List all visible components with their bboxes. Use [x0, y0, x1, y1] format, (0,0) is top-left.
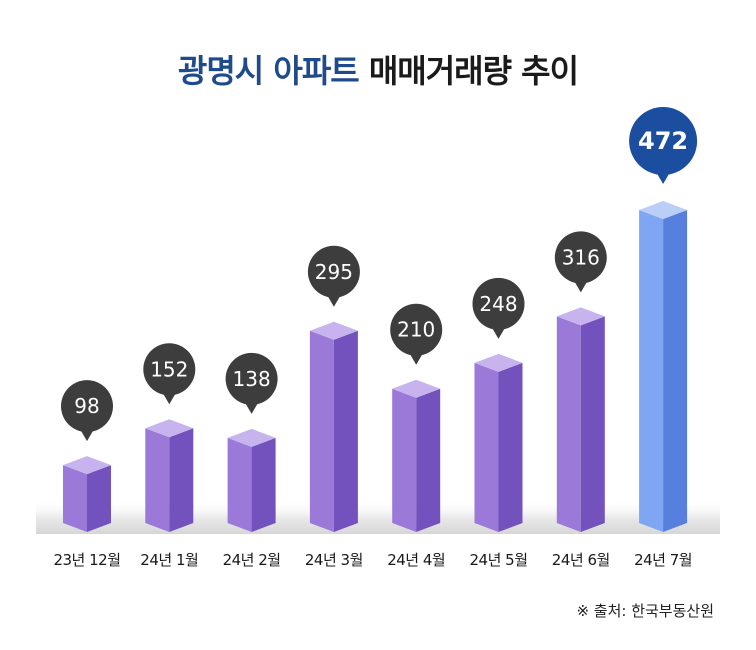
bar: [309, 321, 358, 532]
bar-front-face: [392, 388, 417, 532]
bar-front-face: [63, 465, 87, 532]
x-tick-label: 23년 12월: [53, 551, 120, 569]
bar-top-face: [145, 419, 194, 438]
data-label-bubble: 152: [143, 343, 196, 405]
bar-top-face: [556, 307, 605, 326]
data-label: 138: [233, 367, 271, 391]
bar-front-face: [309, 330, 334, 532]
data-label: 152: [150, 357, 188, 381]
labels-group: 98 23년 12월 152 24년 1월 138 24년 2월 295 24년 3월 210 2…: [53, 107, 698, 569]
title-accent: 광명시 아파트: [177, 52, 360, 90]
bar: [145, 419, 194, 532]
bar-side-face: [169, 428, 194, 532]
bar-top-face: [63, 456, 111, 475]
data-label-bubble: 472: [629, 107, 698, 184]
bar: [63, 456, 111, 532]
data-label-bubble: 210: [390, 303, 443, 365]
bar: [556, 307, 605, 532]
data-label-bubble: 138: [225, 352, 278, 414]
data-label: 295: [315, 260, 353, 284]
bar-side-face: [251, 437, 276, 532]
data-label: 210: [397, 318, 435, 342]
bar-top-face: [392, 379, 441, 398]
bar-front-face: [227, 437, 252, 532]
data-label: 472: [638, 127, 688, 155]
data-label-bubble: 248: [472, 277, 525, 339]
data-label-bubble: 98: [61, 380, 113, 442]
bar: [639, 201, 688, 532]
bar-side-face: [580, 316, 605, 532]
x-tick-label: 24년 5월: [470, 551, 528, 569]
bar-front-face: [145, 428, 170, 532]
x-tick-label: 24년 3월: [305, 551, 363, 569]
data-label: 248: [479, 292, 517, 316]
bar-top-face: [474, 353, 523, 372]
bar-side-face: [333, 330, 358, 532]
title-main: 매매거래량 추이: [368, 52, 579, 90]
bar-side-face: [498, 362, 523, 532]
source-note: ※ 출처: 한국부동산원: [576, 602, 714, 620]
bar-side-face: [87, 465, 111, 532]
x-tick-label: 24년 2월: [223, 551, 281, 569]
bar: [227, 428, 276, 532]
bar: [392, 379, 441, 532]
bar-front-face: [639, 210, 664, 532]
x-tick-label: 24년 1월: [140, 551, 198, 569]
bar-side-face: [416, 388, 441, 532]
data-label: 98: [74, 394, 99, 418]
bar-front-face: [556, 316, 581, 532]
data-label: 316: [562, 245, 600, 269]
x-tick-label: 24년 4월: [387, 551, 445, 569]
x-tick-label: 24년 6월: [552, 551, 610, 569]
bar-top-face: [309, 321, 358, 340]
bar-side-face: [663, 210, 688, 532]
bars-group: [63, 201, 688, 532]
x-tick-label: 24년 7월: [634, 551, 692, 569]
bar-top-face: [227, 428, 276, 447]
bar-top-face: [639, 201, 688, 219]
data-label-bubble: 295: [307, 245, 360, 307]
data-label-bubble: 316: [554, 231, 607, 293]
bar-front-face: [474, 362, 499, 532]
chart-title: 광명시 아파트 매매거래량 추이: [0, 46, 756, 92]
bar: [474, 353, 523, 532]
chart-floor: [36, 500, 720, 534]
